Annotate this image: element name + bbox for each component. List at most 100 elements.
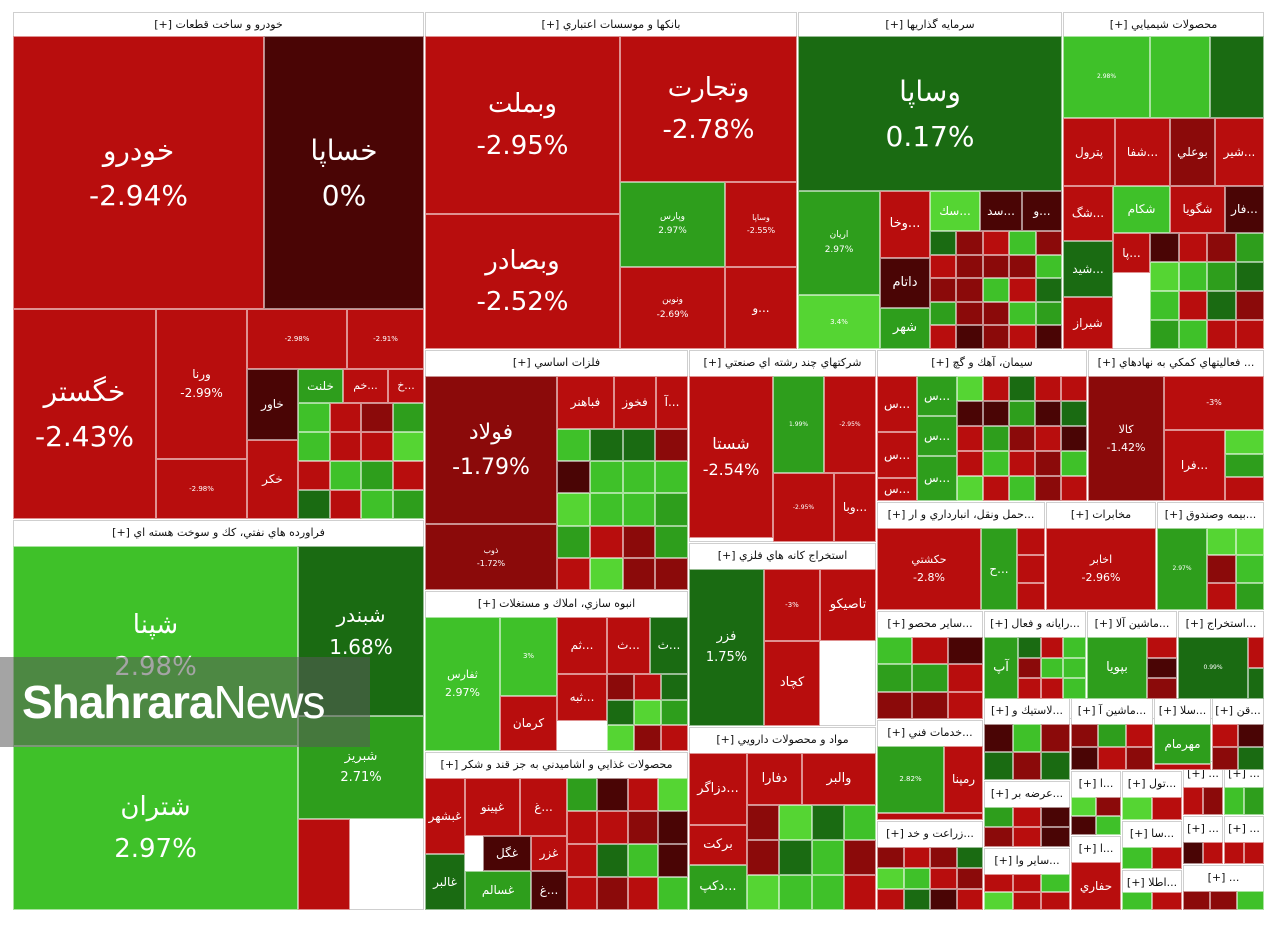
stock-cell[interactable] xyxy=(622,493,656,526)
stock-cell[interactable] xyxy=(1122,847,1152,869)
stock-tile[interactable]: ...شگ xyxy=(1063,186,1113,241)
stock-cell[interactable] xyxy=(567,877,598,910)
sector-title[interactable]: ... [+] xyxy=(1228,767,1260,780)
stock-tile[interactable]: وساپا -2.55% xyxy=(725,182,797,267)
stock-cell[interactable] xyxy=(1009,476,1035,501)
stock-cell[interactable] xyxy=(1035,254,1062,279)
stock-tile[interactable]: -3% xyxy=(1164,376,1264,430)
stock-cell[interactable] xyxy=(1235,555,1264,583)
stock-cell[interactable] xyxy=(1017,555,1045,583)
stock-cell[interactable] xyxy=(1178,320,1207,349)
stock-cell[interactable] xyxy=(655,429,688,462)
stock-cell[interactable] xyxy=(361,403,393,432)
sector-title[interactable]: ...حمل ونقل، انبارداري و ار [+] xyxy=(887,508,1035,521)
stock-cell[interactable] xyxy=(634,699,661,726)
stock-tile[interactable]: ...س xyxy=(917,456,957,501)
stock-cell[interactable] xyxy=(1235,528,1264,556)
stock-tile[interactable]: 2.98% xyxy=(1063,36,1150,118)
stock-tile[interactable]: شگويا xyxy=(1170,186,1225,233)
stock-cell[interactable] xyxy=(877,889,904,910)
stock-cell[interactable] xyxy=(1061,426,1087,451)
stock-cell[interactable] xyxy=(589,493,623,526)
stock-cell[interactable] xyxy=(1210,891,1237,910)
stock-cell[interactable] xyxy=(657,877,688,910)
sector-title[interactable]: محصولات غذايي و اشاميدني به جز قند و شكر… xyxy=(440,758,673,771)
stock-cell[interactable] xyxy=(1009,451,1035,476)
stock-tile[interactable]: داتام xyxy=(880,258,930,308)
stock-cell[interactable] xyxy=(622,461,656,494)
stock-cell[interactable] xyxy=(392,461,424,490)
stock-cell[interactable] xyxy=(557,429,590,462)
stock-tile[interactable]: -2.98% xyxy=(156,459,247,519)
stock-cell[interactable] xyxy=(1012,874,1042,892)
stock-cell[interactable] xyxy=(1041,807,1070,827)
stock-cell[interactable] xyxy=(1009,426,1035,451)
sector-title[interactable]: ...قن [+] xyxy=(1215,704,1261,717)
stock-cell[interactable] xyxy=(1041,752,1070,780)
stock-cell[interactable] xyxy=(957,376,983,401)
stock-cell[interactable] xyxy=(1061,451,1087,476)
stock-tile[interactable]: ...خم xyxy=(343,369,388,403)
stock-tile[interactable]: ...دزاگر xyxy=(689,753,747,825)
stock-cell[interactable] xyxy=(589,429,623,462)
stock-cell[interactable] xyxy=(1244,787,1264,815)
stock-cell[interactable] xyxy=(1154,764,1211,770)
stock-tile[interactable]: -2.95% xyxy=(773,473,834,542)
sector-title[interactable]: ...ساير محصو [+] xyxy=(887,617,973,630)
stock-cell[interactable] xyxy=(1041,892,1070,910)
stock-cell[interactable] xyxy=(912,637,948,665)
stock-cell[interactable] xyxy=(1012,724,1042,752)
sector-title[interactable]: ...ماشين آلا [+] xyxy=(1094,617,1170,630)
stock-cell[interactable] xyxy=(930,325,957,349)
stock-cell[interactable] xyxy=(1125,724,1153,747)
sector-title[interactable]: ...استخراج [+] xyxy=(1185,617,1257,630)
stock-cell[interactable] xyxy=(1183,891,1210,910)
stock-tile[interactable]: ...پا xyxy=(1113,233,1150,273)
stock-tile[interactable]: بوعلي xyxy=(1170,118,1215,186)
stock-cell[interactable] xyxy=(1096,797,1121,816)
stock-cell[interactable] xyxy=(947,637,983,665)
stock-cell[interactable] xyxy=(957,426,983,451)
stock-cell[interactable] xyxy=(1035,278,1062,302)
stock-cell[interactable] xyxy=(1207,528,1236,556)
stock-tile[interactable]: كچاد xyxy=(764,641,820,726)
stock-cell[interactable] xyxy=(329,403,361,432)
stock-cell[interactable] xyxy=(607,725,634,751)
stock-tile[interactable]: ...و xyxy=(1022,191,1062,231)
stock-cell[interactable] xyxy=(622,429,656,462)
stock-cell[interactable] xyxy=(1178,233,1207,262)
sector-title[interactable]: سيمان، آهك و گچ [+] xyxy=(931,356,1033,369)
stock-cell[interactable] xyxy=(1125,747,1153,770)
stock-cell[interactable] xyxy=(1035,376,1061,401)
stock-tile[interactable]: فباهنر xyxy=(557,376,614,429)
stock-cell[interactable] xyxy=(1235,291,1264,320)
stock-cell[interactable] xyxy=(1183,787,1203,815)
stock-cell[interactable] xyxy=(361,432,393,461)
stock-tile[interactable]: ...خ xyxy=(388,369,424,403)
stock-cell[interactable] xyxy=(1152,892,1182,910)
stock-cell[interactable] xyxy=(747,805,780,840)
stock-cell[interactable] xyxy=(1063,637,1086,658)
stock-tile[interactable]: شستا -2.54% xyxy=(689,376,773,538)
sector-title[interactable]: ...ماشين آ [+] xyxy=(1077,704,1147,717)
stock-cell[interactable] xyxy=(1018,637,1041,658)
stock-cell[interactable] xyxy=(1225,477,1264,501)
stock-cell[interactable] xyxy=(392,432,424,461)
stock-cell[interactable] xyxy=(1035,231,1062,255)
stock-tile[interactable]: وتجارت -2.78% xyxy=(620,36,797,182)
sector-title[interactable]: شركتهاي چند رشته اي صنعتي [+] xyxy=(703,356,862,369)
stock-cell[interactable] xyxy=(747,840,780,875)
stock-tile[interactable]: شتران 2.97% xyxy=(13,746,298,910)
stock-tile[interactable]: پترول xyxy=(1063,118,1115,186)
stock-tile[interactable]: بپويا xyxy=(1087,637,1147,699)
stock-cell[interactable] xyxy=(597,811,628,844)
stock-tile[interactable]: غگل xyxy=(483,836,531,871)
stock-tile[interactable]: والبر xyxy=(802,753,876,805)
stock-cell[interactable] xyxy=(1063,678,1086,699)
stock-tile[interactable]: ...شيد xyxy=(1063,241,1113,297)
sector-title[interactable]: استخراج كانه هاي فلزي [+] xyxy=(717,549,848,562)
stock-cell[interactable] xyxy=(1183,842,1203,864)
stock-cell[interactable] xyxy=(298,461,330,490)
stock-cell[interactable] xyxy=(1071,816,1096,835)
stock-tile[interactable]: حفاري xyxy=(1071,862,1121,910)
